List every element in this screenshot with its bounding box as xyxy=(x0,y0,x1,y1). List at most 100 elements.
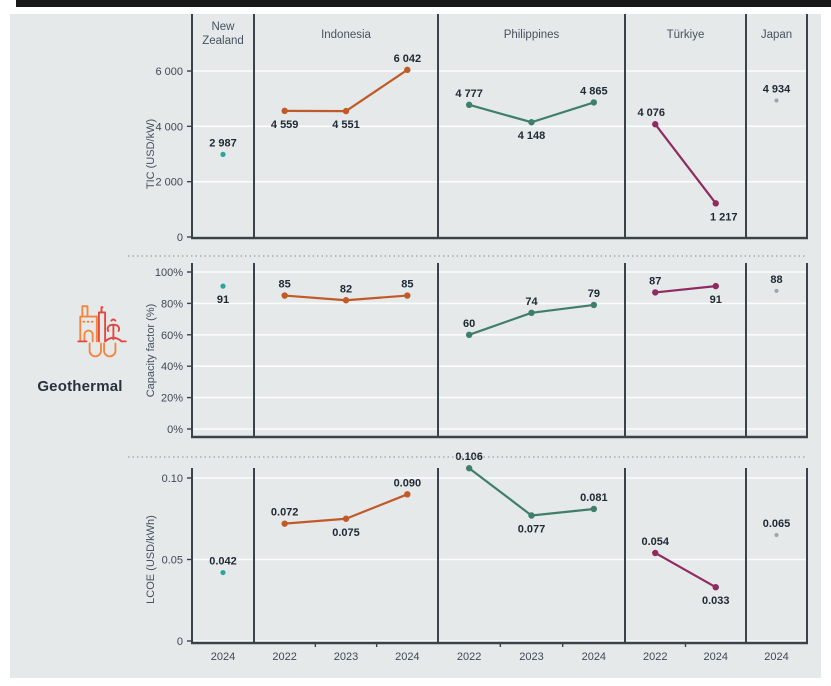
y-tick-label: 60% xyxy=(161,330,183,342)
value-label: 88 xyxy=(770,274,782,286)
data-point xyxy=(281,520,288,527)
y-tick-label: 0.05 xyxy=(162,555,183,567)
value-label: 4 076 xyxy=(637,107,665,119)
x-tick-label: 2024 xyxy=(211,651,235,663)
value-label: 0.033 xyxy=(702,595,730,607)
x-tick-label: 2022 xyxy=(643,651,667,663)
value-label: 0.065 xyxy=(763,518,791,530)
value-label: 0.081 xyxy=(580,492,608,504)
column-header: Indonesia xyxy=(321,29,371,41)
value-label: 4 148 xyxy=(518,130,546,142)
value-label: 79 xyxy=(588,288,600,300)
column-header: New xyxy=(211,21,235,33)
y-tick-label: 2 000 xyxy=(155,177,183,189)
data-point xyxy=(404,66,411,74)
data-point xyxy=(220,151,226,157)
data-point xyxy=(465,101,473,109)
series-line-türkiye xyxy=(654,285,717,294)
series-line-türkiye xyxy=(654,123,717,205)
value-label: 87 xyxy=(649,275,661,287)
value-label: 85 xyxy=(279,279,291,291)
value-label: 4 865 xyxy=(580,85,608,97)
data-point xyxy=(281,292,288,299)
x-tick-label: 2024 xyxy=(764,651,788,663)
data-point xyxy=(590,301,598,309)
value-label: 4 559 xyxy=(271,119,299,131)
data-point xyxy=(712,584,719,591)
series-line-philippines xyxy=(468,467,595,517)
y-tick-label: 0% xyxy=(167,424,183,436)
value-label: 4 934 xyxy=(763,83,791,95)
data-point xyxy=(220,569,226,576)
data-point xyxy=(528,119,535,126)
y-tick-label: 20% xyxy=(161,393,183,405)
data-point xyxy=(342,297,350,304)
value-label: 85 xyxy=(401,279,413,291)
value-label: 0.090 xyxy=(394,477,422,489)
value-label: 0.072 xyxy=(271,507,299,519)
value-label: 6 042 xyxy=(394,53,422,65)
value-label: 4 551 xyxy=(332,119,360,131)
y-tick-label: 0 xyxy=(177,232,183,244)
data-point xyxy=(220,283,226,289)
value-label: 74 xyxy=(525,296,538,308)
x-tick-label: 2024 xyxy=(395,651,419,663)
value-label: 0.054 xyxy=(641,536,669,548)
data-point xyxy=(712,282,719,290)
geothermal-plant-icon xyxy=(77,305,127,358)
value-label: 1 217 xyxy=(710,211,738,223)
value-label: 0.075 xyxy=(332,527,360,539)
value-label: 0.042 xyxy=(209,556,237,568)
data-point xyxy=(342,107,350,115)
data-point xyxy=(404,491,411,498)
value-label: 91 xyxy=(710,294,722,306)
y-tick-label: 0.10 xyxy=(162,473,183,485)
data-point xyxy=(281,107,288,115)
y-axis-title: LCOE (USD/kWh) xyxy=(145,515,157,604)
top-border-strip xyxy=(16,0,831,7)
data-point xyxy=(590,99,598,106)
data-point xyxy=(528,309,535,317)
data-point xyxy=(404,292,411,299)
data-point xyxy=(528,512,535,519)
x-tick-label: 2024 xyxy=(582,651,606,663)
technology-label: Geothermal xyxy=(37,378,123,395)
line-chart: 6 000 4 000 2 000 0 2 987 4 559 4 551 6 042 4 77… xyxy=(128,14,808,663)
data-point xyxy=(652,121,659,128)
y-tick-label: 0 xyxy=(177,636,183,648)
column-header: Philippines xyxy=(504,29,560,41)
y-tick-label: 100% xyxy=(155,267,183,279)
data-point xyxy=(652,289,659,296)
series-line-türkiye xyxy=(654,551,717,589)
y-tick-label: 6 000 xyxy=(155,66,183,78)
column-header: Türkiye xyxy=(667,29,705,41)
y-tick-label: 40% xyxy=(161,361,183,373)
series-line-philippines xyxy=(468,303,595,336)
value-label: 82 xyxy=(340,283,352,295)
value-label: 60 xyxy=(463,318,475,330)
x-tick-label: 2023 xyxy=(334,651,358,663)
data-point xyxy=(774,533,779,538)
data-point xyxy=(465,465,473,472)
data-point xyxy=(590,505,598,513)
x-tick-label: 2024 xyxy=(704,651,728,663)
data-point xyxy=(774,288,779,293)
data-point xyxy=(652,549,659,557)
data-point xyxy=(712,200,719,207)
y-tick-label: 4 000 xyxy=(155,121,183,133)
x-tick-label: 2022 xyxy=(457,651,481,663)
value-label: 4 777 xyxy=(455,88,483,100)
value-label: 91 xyxy=(217,294,229,306)
geothermal-cost-figure: Geothermal 6 000 4 000 2 000 0 2 987 4 559 4 5… xyxy=(10,14,821,678)
value-label: 0.106 xyxy=(455,451,483,463)
y-axis-title: TIC (USD/kW) xyxy=(145,119,157,189)
value-label: 0.077 xyxy=(518,523,546,535)
x-tick-label: 2023 xyxy=(519,651,543,663)
data-point xyxy=(465,331,473,338)
series-line-indonesia xyxy=(283,68,409,113)
data-point xyxy=(342,515,350,522)
column-header: Japan xyxy=(761,29,792,41)
y-tick-label: 80% xyxy=(161,298,183,310)
y-axis-title: Capacity factor (%) xyxy=(145,304,157,398)
value-label: 2 987 xyxy=(209,137,237,149)
